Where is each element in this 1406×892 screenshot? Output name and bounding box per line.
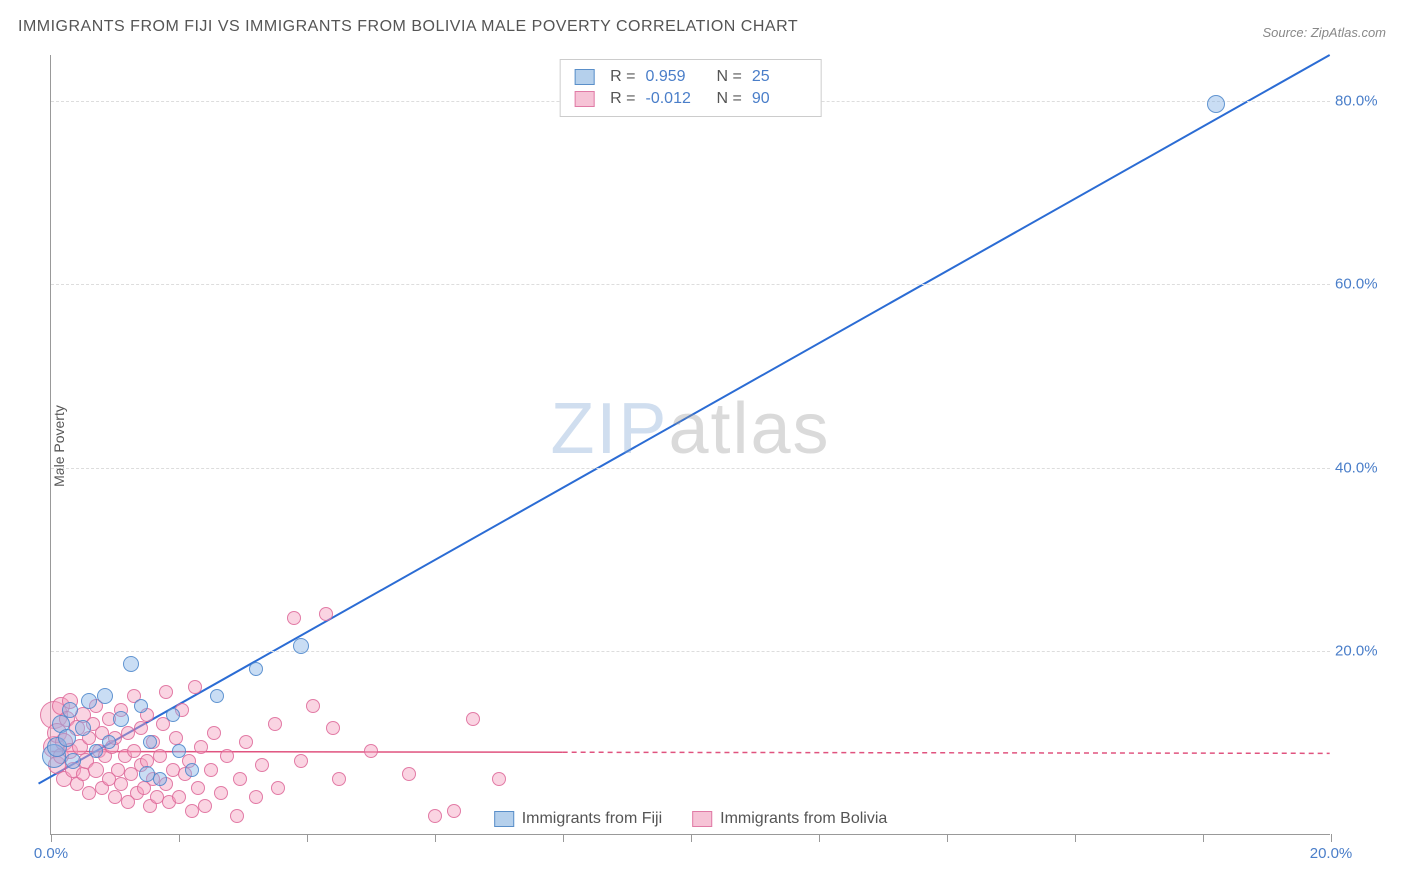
series-legend: Immigrants from Fiji Immigrants from Bol… xyxy=(494,810,888,828)
chart-title: IMMIGRANTS FROM FIJI VS IMMIGRANTS FROM … xyxy=(18,18,798,36)
legend-label-fiji: Immigrants from Fiji xyxy=(522,810,662,828)
x-tick xyxy=(51,834,52,842)
data-point xyxy=(127,744,141,758)
gridline-h xyxy=(51,468,1330,469)
y-tick-label: 80.0% xyxy=(1335,92,1390,109)
x-tick-label: 20.0% xyxy=(1310,845,1353,862)
gridline-h xyxy=(51,651,1330,652)
data-point xyxy=(326,721,340,735)
data-point xyxy=(230,809,244,823)
x-tick xyxy=(1331,834,1332,842)
data-point xyxy=(293,638,309,654)
data-point xyxy=(198,799,212,813)
y-tick-label: 40.0% xyxy=(1335,459,1390,476)
n-label-bolivia: N = xyxy=(717,90,742,108)
n-value-fiji: 25 xyxy=(752,68,807,86)
x-tick xyxy=(563,834,564,842)
swatch-bolivia xyxy=(574,91,594,107)
swatch-fiji xyxy=(574,69,594,85)
data-point xyxy=(249,662,263,676)
data-point xyxy=(306,699,320,713)
data-point xyxy=(102,735,116,749)
legend-item-bolivia: Immigrants from Bolivia xyxy=(692,810,887,828)
data-point xyxy=(402,767,416,781)
data-point xyxy=(172,744,186,758)
data-point xyxy=(268,717,282,731)
plot-area: ZIPatlas R = 0.959 N = 25 R = -0.012 N =… xyxy=(50,55,1330,835)
data-point xyxy=(166,708,180,722)
x-tick xyxy=(179,834,180,842)
legend-row-fiji: R = 0.959 N = 25 xyxy=(574,66,807,88)
data-point xyxy=(113,711,129,727)
data-point xyxy=(332,772,346,786)
data-point xyxy=(58,729,76,747)
x-tick xyxy=(435,834,436,842)
y-tick-label: 60.0% xyxy=(1335,276,1390,293)
r-label-fiji: R = xyxy=(610,68,635,86)
data-point xyxy=(364,744,378,758)
n-value-bolivia: 90 xyxy=(752,90,807,108)
data-point xyxy=(204,763,218,777)
data-point xyxy=(75,720,91,736)
r-value-bolivia: -0.012 xyxy=(646,90,701,108)
data-point xyxy=(153,772,167,786)
data-point xyxy=(65,753,81,769)
data-point xyxy=(447,804,461,818)
x-tick-label: 0.0% xyxy=(34,845,68,862)
x-tick xyxy=(307,834,308,842)
x-tick xyxy=(1203,834,1204,842)
x-tick xyxy=(819,834,820,842)
data-point xyxy=(169,731,183,745)
source-attribution: Source: ZipAtlas.com xyxy=(1262,25,1386,40)
gridline-h xyxy=(51,284,1330,285)
data-point xyxy=(97,688,113,704)
legend-item-fiji: Immigrants from Fiji xyxy=(494,810,662,828)
data-point xyxy=(255,758,269,772)
data-point xyxy=(134,721,148,735)
data-point xyxy=(81,693,97,709)
data-point xyxy=(249,790,263,804)
trend-lines xyxy=(51,55,1330,834)
data-point xyxy=(233,772,247,786)
r-label-bolivia: R = xyxy=(610,90,635,108)
data-point xyxy=(188,680,202,694)
data-point xyxy=(492,772,506,786)
data-point xyxy=(185,763,199,777)
legend-row-bolivia: R = -0.012 N = 90 xyxy=(574,88,807,110)
data-point xyxy=(207,726,221,740)
y-tick-label: 20.0% xyxy=(1335,643,1390,660)
data-point xyxy=(62,702,78,718)
legend-label-bolivia: Immigrants from Bolivia xyxy=(720,810,887,828)
data-point xyxy=(294,754,308,768)
r-value-fiji: 0.959 xyxy=(646,68,701,86)
data-point xyxy=(134,699,148,713)
data-point xyxy=(428,809,442,823)
x-tick xyxy=(1075,834,1076,842)
data-point xyxy=(214,786,228,800)
x-tick xyxy=(947,834,948,842)
data-point xyxy=(271,781,285,795)
data-point xyxy=(194,740,208,754)
data-point xyxy=(89,744,103,758)
correlation-legend: R = 0.959 N = 25 R = -0.012 N = 90 xyxy=(559,59,822,117)
data-point xyxy=(287,611,301,625)
data-point xyxy=(172,790,186,804)
data-point xyxy=(143,735,157,749)
data-point xyxy=(239,735,253,749)
data-point xyxy=(319,607,333,621)
data-point xyxy=(210,689,224,703)
data-point xyxy=(159,685,173,699)
data-point xyxy=(220,749,234,763)
swatch-fiji-bottom xyxy=(494,811,514,827)
data-point xyxy=(1207,95,1225,113)
n-label-fiji: N = xyxy=(717,68,742,86)
data-point xyxy=(466,712,480,726)
x-tick xyxy=(691,834,692,842)
data-point xyxy=(153,749,167,763)
swatch-bolivia-bottom xyxy=(692,811,712,827)
data-point xyxy=(123,656,139,672)
data-point xyxy=(191,781,205,795)
